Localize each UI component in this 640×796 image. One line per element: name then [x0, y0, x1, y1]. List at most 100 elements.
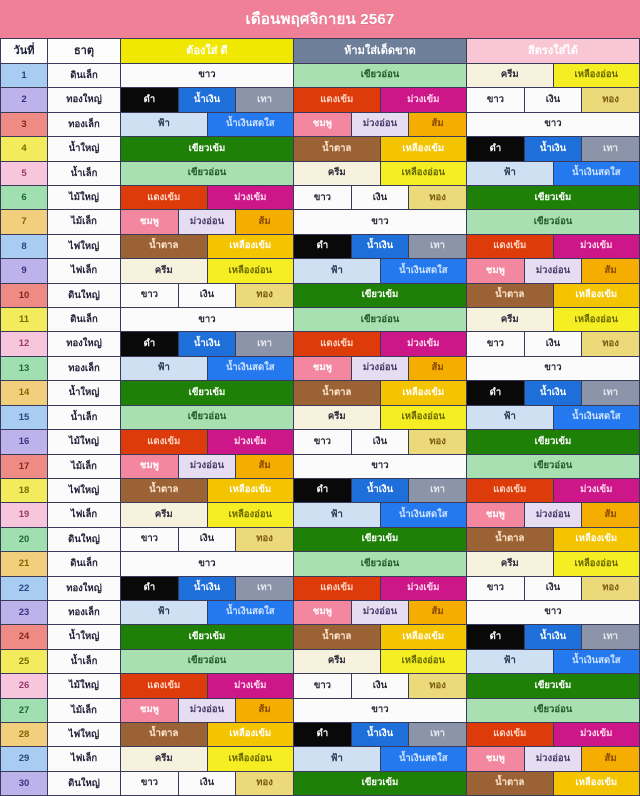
color-swatch: ม่วงเข้ม [206, 186, 293, 209]
day-number-cell: 16 [0, 429, 48, 455]
table-row: 30 ดินใหญ่ ขาว เงิน ทอง เขียวเข้ม น้ำตาล เหลือง… [0, 770, 640, 796]
color-swatch: น้ำตาล [121, 235, 207, 258]
day-number-cell: 25 [0, 648, 48, 675]
color-swatch: เขียวอ่อน [467, 699, 639, 722]
color-swatch: ครีม [121, 259, 207, 283]
table-row: 27 ไม้เล็ก ชมพู ม่วงอ่อน ส้ม ขาว เขียวอ่อน [0, 697, 640, 723]
color-swatch: น้ำตาล [121, 723, 207, 746]
element-cell: ไฟใหญ่ [47, 477, 121, 504]
table-row: 25 น้ำเล็ก เขียวอ่อน ครีม เหลืองอ่อน ฟ้า น้ำเง… [0, 648, 640, 675]
day-number-cell: 15 [0, 404, 48, 431]
ok-colors-cell: น้ำตาล เหลืองเข้ม [466, 526, 640, 553]
ok-colors-cell: ครีม เหลืองอ่อน [466, 307, 640, 333]
color-swatch: ทอง [581, 577, 639, 600]
color-swatch: น้ำเงินสดใส [552, 650, 639, 673]
color-swatch: ชมพู [121, 210, 179, 234]
color-swatch: ขาว [121, 284, 179, 307]
color-swatch: ครีม [121, 747, 207, 771]
element-cell: ไม้ใหญ่ [47, 429, 121, 455]
color-swatch: เงิน [177, 772, 236, 795]
color-swatch: น้ำเงิน [177, 88, 236, 112]
color-swatch: น้ำเงิน [523, 381, 582, 405]
day-number-cell: 6 [0, 185, 48, 211]
lucky-color-table: วันที่ ธาตุ ต้องใส่ ดี ห้ามใส่เด็ดขาด สี… [0, 38, 640, 796]
color-swatch: เหลืองอ่อน [379, 162, 466, 185]
good-colors-cell: เขียวเข้ม [120, 380, 294, 406]
good-colors-cell: น้ำตาล เหลืองเข้ม [120, 477, 294, 504]
ok-colors-cell: น้ำตาล เหลืองเข้ม [466, 282, 640, 309]
color-swatch: แดงเข้ม [294, 577, 380, 600]
element-cell: ดินเล็ก [47, 551, 121, 577]
table-row: 21 ดินเล็ก ขาว เขียวอ่อน ครีม เหลืองอ่อน [0, 551, 640, 577]
ok-colors-cell: ชมพู ม่วงอ่อน ส้ม [466, 258, 640, 284]
ok-colors-cell: แดงเข้ม ม่วงเข้ม [466, 477, 640, 504]
ok-colors-cell: ขาว [466, 599, 640, 626]
ok-colors-cell: เขียวอ่อน [466, 697, 640, 723]
column-header-ok: สีตรงใส่ได้ [466, 38, 640, 64]
day-number-cell: 20 [0, 526, 48, 553]
table-row: 13 ทองเล็ก ฟ้า น้ำเงินสดใส ชมพู ม่วงอ่อน ส้ม ขา… [0, 355, 640, 382]
color-swatch: เหลืองเข้ม [552, 284, 639, 307]
color-swatch: ทอง [235, 772, 293, 795]
element-cell: ไม้เล็ก [47, 209, 121, 235]
ok-colors-cell: ขาว เงิน ทอง [466, 87, 640, 113]
table-row: 1 ดินเล็ก ขาว เขียวอ่อน ครีม เหลืองอ่อน [0, 62, 640, 89]
bad-colors-cell: ขาว [293, 209, 467, 235]
day-number-cell: 1 [0, 62, 48, 89]
element-cell: น้ำใหญ่ [47, 136, 121, 162]
bad-colors-cell: ชมพู ม่วงอ่อน ส้ม [293, 599, 467, 626]
color-swatch: เหลืองอ่อน [552, 64, 639, 87]
color-swatch: ม่วงอ่อน [523, 747, 582, 771]
color-swatch: ม่วงเข้ม [379, 577, 466, 600]
element-cell: ทองใหญ่ [47, 331, 121, 357]
good-colors-cell: น้ำตาล เหลืองเข้ม [120, 233, 294, 260]
color-swatch: น้ำตาล [467, 284, 553, 307]
element-cell: ไฟเล็ก [47, 502, 121, 528]
color-swatch: ขาว [467, 332, 525, 356]
color-swatch: แดงเข้ม [121, 430, 207, 453]
color-swatch: เขียวเข้ม [294, 528, 466, 551]
color-swatch: ขาว [294, 699, 466, 722]
color-swatch: ดำ [467, 625, 525, 649]
ok-colors-cell: ขาว [466, 111, 640, 138]
color-swatch: เงิน [523, 577, 582, 600]
table-row: 7 ไม้เล็ก ชมพู ม่วงอ่อน ส้ม ขาว เขียวอ่อน [0, 209, 640, 235]
color-swatch: แดงเข้ม [121, 186, 207, 209]
color-swatch: เขียวเข้ม [294, 772, 466, 795]
bad-colors-cell: ขาว เงิน ทอง [293, 185, 467, 211]
color-swatch: ดำ [294, 479, 352, 502]
color-swatch: แดงเข้ม [121, 674, 207, 698]
table-row: 4 น้ำใหญ่ เขียวเข้ม น้ำตาล เหลืองเข้ม ดำ น้ำเง… [0, 136, 640, 162]
good-colors-cell: ดำ น้ำเงิน เทา [120, 87, 294, 113]
table-row: 14 น้ำใหญ่ เขียวเข้ม น้ำตาล เหลืองเข้ม ดำ น้ำเ… [0, 380, 640, 406]
table-row: 26 ไม้ใหญ่ แดงเข้ม ม่วงเข้ม ขาว เงิน ทอง เขียวเ… [0, 673, 640, 699]
color-swatch: เหลืองอ่อน [206, 259, 293, 283]
color-swatch: น้ำเงิน [350, 235, 409, 258]
color-swatch: ส้ม [581, 747, 639, 771]
bad-colors-cell: ชมพู ม่วงอ่อน ส้ม [293, 111, 467, 138]
table-row: 23 ทองเล็ก ฟ้า น้ำเงินสดใส ชมพู ม่วงอ่อน ส้ม ขา… [0, 599, 640, 626]
color-swatch: ชมพู [294, 601, 352, 624]
element-cell: ไฟใหญ่ [47, 233, 121, 260]
bad-colors-cell: ครีม เหลืองอ่อน [293, 648, 467, 675]
color-swatch: น้ำเงิน [177, 577, 236, 600]
color-swatch: ครีม [467, 64, 553, 87]
color-swatch: เหลืองเข้ม [206, 479, 293, 502]
element-cell: ทองเล็ก [47, 355, 121, 382]
color-swatch: เหลืองเข้ม [206, 723, 293, 746]
day-number-cell: 22 [0, 575, 48, 601]
color-swatch: ม่วงเข้ม [206, 674, 293, 698]
table-row: 9 ไฟเล็ก ครีม เหลืองอ่อน ฟ้า น้ำเงินสดใส ชมพูม… [0, 258, 640, 284]
element-cell: ไม้ใหญ่ [47, 185, 121, 211]
element-cell: น้ำเล็ก [47, 160, 121, 187]
bad-colors-cell: แดงเข้ม ม่วงเข้ม [293, 575, 467, 601]
good-colors-cell: ดำ น้ำเงิน เทา [120, 331, 294, 357]
day-number-cell: 28 [0, 721, 48, 748]
color-swatch: ทอง [235, 284, 293, 307]
color-swatch: เงิน [177, 284, 236, 307]
good-colors-cell: เขียวอ่อน [120, 160, 294, 187]
day-number-cell: 29 [0, 746, 48, 772]
good-colors-cell: ชมพู ม่วงอ่อน ส้ม [120, 453, 294, 479]
color-swatch: น้ำเงิน [350, 723, 409, 746]
color-swatch: ส้ม [235, 455, 293, 478]
